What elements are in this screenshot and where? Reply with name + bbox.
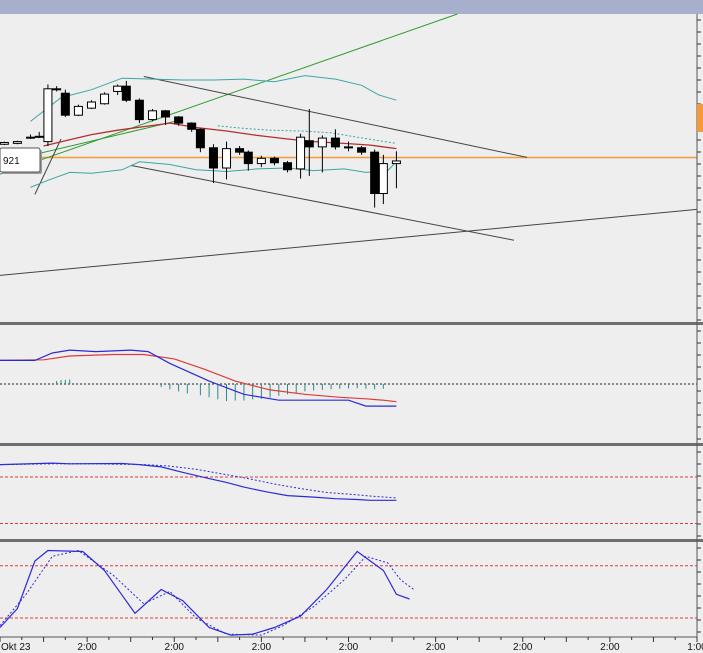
panel-separator [0, 443, 703, 446]
candle-body [12, 141, 22, 144]
candle-body [208, 147, 218, 169]
candle-body [243, 151, 253, 165]
callout-box [0, 147, 41, 173]
x-tick-label: 2:00 [252, 642, 272, 653]
candle-body [147, 110, 157, 121]
x-axis-labels: Okt 23 2:00 2:00 2:00 2:00 2:00 2:00 2:0… [1, 642, 703, 653]
bollinger-upper-band [30, 75, 397, 122]
trend-line [0, 208, 698, 276]
stochastic-line [0, 549, 410, 636]
x-tick-label: 2:00 [600, 642, 620, 653]
x-tick-label: 2:00 [339, 642, 359, 653]
candle-body [370, 151, 380, 195]
x-tick-label: 2:00 [77, 642, 97, 653]
candle-body [43, 88, 53, 143]
top-bar [0, 0, 703, 14]
price-callout: 921 [0, 147, 42, 174]
candle-body [113, 85, 123, 92]
candle-body [60, 92, 70, 116]
candle-body [391, 160, 401, 165]
price-tag [697, 104, 703, 132]
oscillator-signal-line [0, 463, 397, 499]
candle-body [330, 137, 340, 148]
x-tick-label: 1:00 [687, 642, 703, 653]
callout-label: 921 [3, 156, 20, 167]
current-price-tag [697, 104, 703, 132]
candle-body [52, 88, 62, 91]
macd-line [0, 349, 397, 407]
stochastic-panel [0, 549, 697, 636]
candle-body [317, 137, 327, 148]
candle-body [100, 93, 110, 105]
candle-body [378, 163, 388, 195]
candle-body [187, 122, 197, 130]
candle-body [296, 136, 306, 170]
candle-body [357, 147, 367, 153]
candle-body [344, 146, 353, 149]
x-tick-label: 2:00 [513, 642, 533, 653]
bollinger-lower-band [30, 161, 397, 188]
candle-body [222, 148, 232, 169]
candle-body [174, 116, 184, 124]
trend-line [143, 76, 528, 158]
candle-body [304, 140, 314, 148]
candle-body [73, 105, 83, 116]
candle-body [25, 136, 35, 139]
candle-body [195, 128, 205, 149]
macd-signal-line [0, 353, 397, 403]
x-tick-label: 2:00 [426, 642, 446, 653]
candle-body [283, 162, 293, 171]
oscillator-panel [0, 462, 697, 524]
candle-body [161, 110, 171, 118]
panel-separator [0, 322, 703, 325]
macd-panel [0, 349, 697, 407]
candle-body [235, 148, 245, 153]
x-tick-label: 2:00 [165, 642, 185, 653]
candle-body [134, 99, 144, 121]
trend-line [34, 138, 62, 195]
oscillator-line [0, 462, 397, 501]
candle-body [269, 157, 279, 164]
panel-separator [0, 539, 703, 542]
candle-body [86, 101, 96, 109]
candle-body [256, 157, 266, 165]
candle-body [34, 135, 44, 138]
x-tick-label: Okt 23 [1, 642, 31, 653]
trend-line [130, 164, 515, 241]
candle-body [121, 85, 131, 101]
candle-body [0, 141, 9, 145]
stochastic-signal-line [0, 549, 415, 636]
